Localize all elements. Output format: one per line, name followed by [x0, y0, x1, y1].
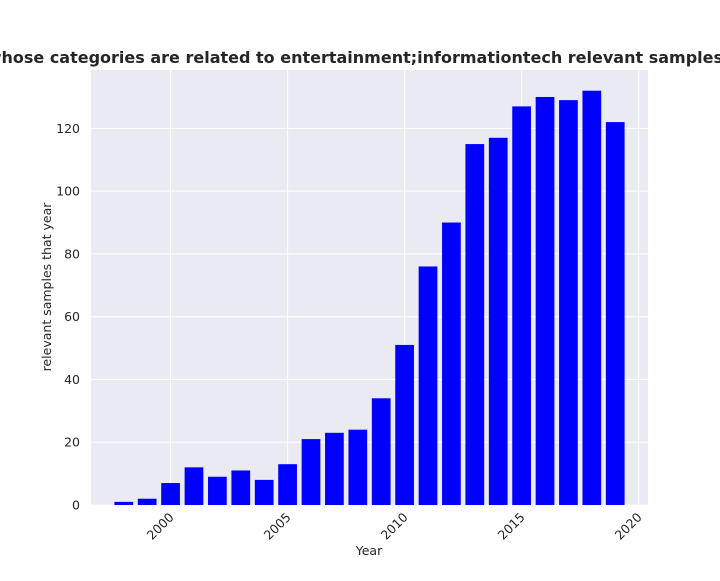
- y-tick-label: 80: [64, 246, 80, 261]
- bar-2012: [442, 222, 461, 505]
- y-axis-label: relevant samples that year: [39, 202, 54, 372]
- x-tick-label: 2015: [495, 510, 528, 543]
- bar-2009: [371, 398, 391, 505]
- bar-2004: [254, 479, 274, 505]
- bar-2015: [512, 106, 531, 506]
- y-tick-labels: 0 20 40 60 80 100 120: [56, 121, 80, 513]
- bars: [114, 90, 625, 506]
- bar-2001: [184, 467, 204, 505]
- y-tick-label: 120: [56, 121, 80, 136]
- x-tick-label: 2010: [378, 509, 411, 542]
- bar-2000: [161, 483, 180, 505]
- y-tick-label: 0: [72, 498, 80, 513]
- bar-2016: [535, 96, 555, 506]
- bar-1998: [114, 501, 134, 505]
- y-tick-label: 100: [56, 184, 80, 199]
- bar-2008: [348, 429, 368, 505]
- x-axis-label: Year: [355, 543, 383, 558]
- bar-2007: [325, 432, 344, 505]
- y-tick-label: 60: [64, 309, 80, 324]
- bar-2002: [208, 476, 227, 505]
- x-tick-label: 2020: [612, 509, 645, 542]
- bar-2003: [231, 470, 251, 505]
- bar-2005: [278, 464, 297, 505]
- bar-2013: [465, 144, 485, 505]
- chart-title: Number of privacy policies whose categor…: [0, 48, 720, 67]
- bar-2018: [582, 90, 602, 505]
- x-tick-label: 2000: [144, 509, 177, 542]
- bar-2017: [559, 100, 578, 505]
- bar-2014: [488, 137, 508, 505]
- y-tick-label: 40: [64, 372, 80, 387]
- bar-2011: [418, 266, 438, 505]
- bar-2019: [605, 122, 625, 506]
- bar-1999: [137, 498, 157, 505]
- plot-area: [91, 70, 648, 505]
- x-tick-label: 2005: [261, 510, 294, 543]
- y-tick-label: 20: [64, 435, 80, 450]
- bar-2010: [395, 344, 414, 505]
- x-tick-labels: 2000 2005 2010 2015 2020: [144, 509, 645, 542]
- bar-2006: [301, 439, 321, 505]
